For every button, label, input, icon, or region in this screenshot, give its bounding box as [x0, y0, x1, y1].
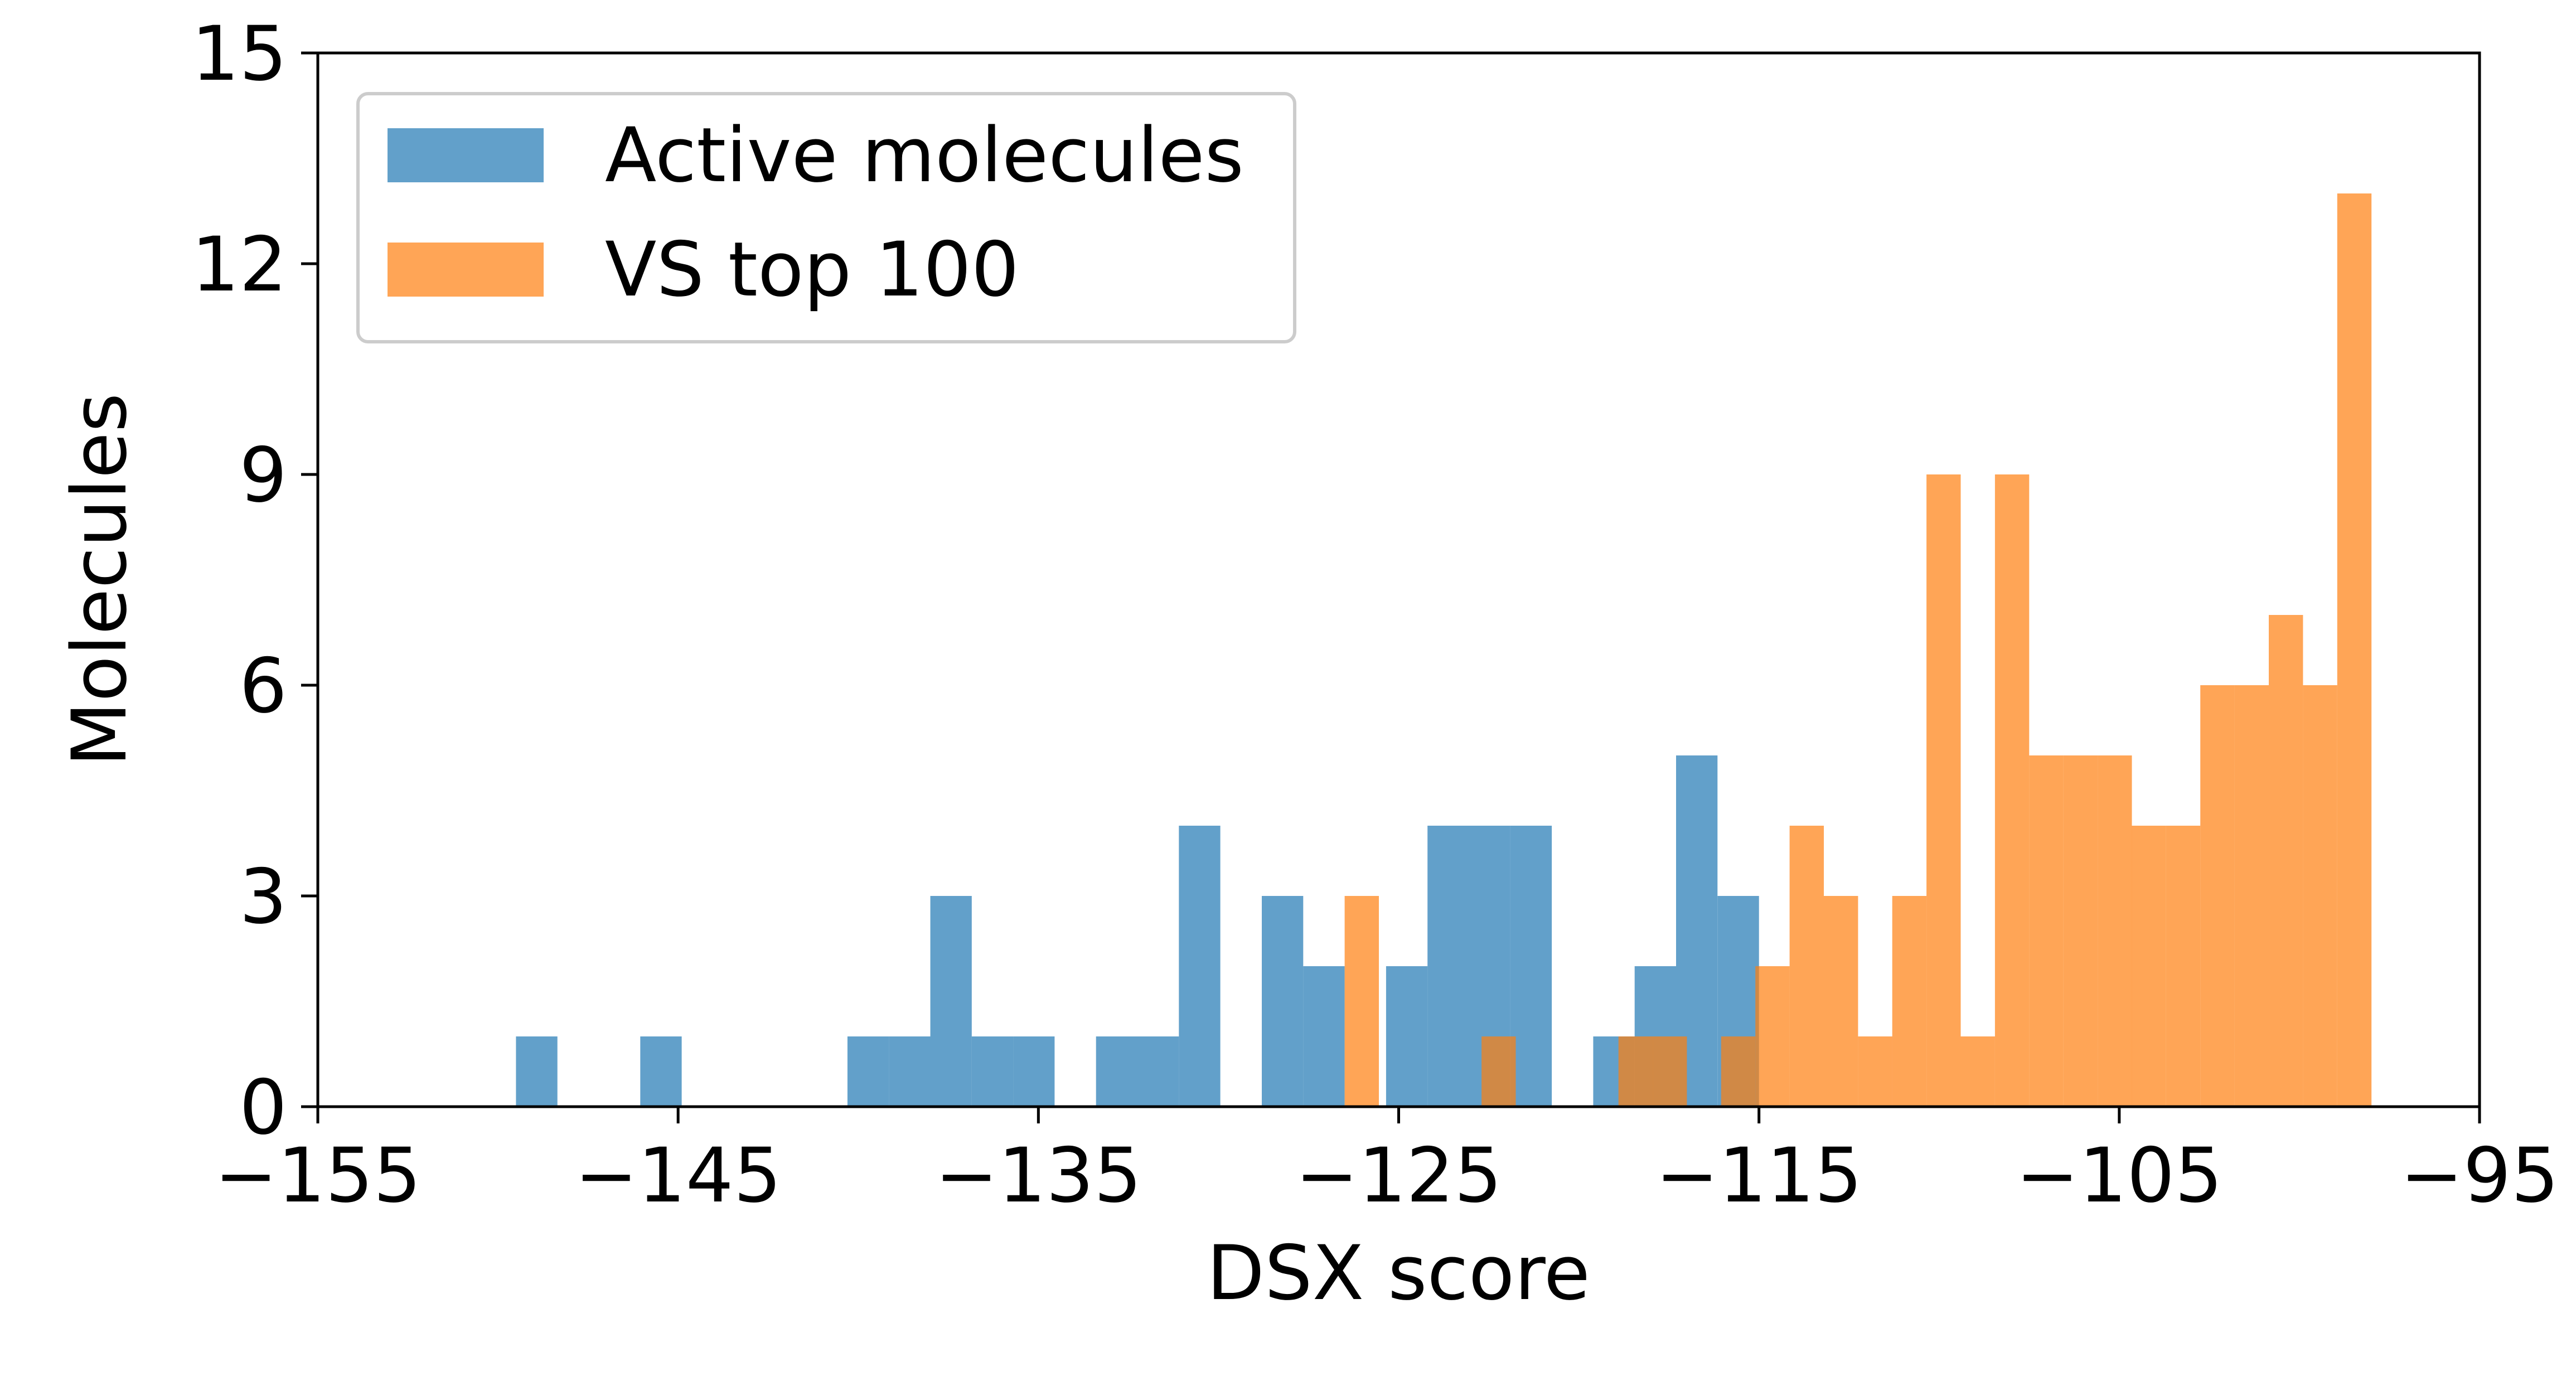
histogram-bar	[1721, 1036, 1756, 1107]
histogram-bar	[2166, 826, 2201, 1107]
histogram-bar	[2234, 685, 2269, 1107]
plot-frame	[316, 51, 2481, 1108]
bars-layer	[516, 193, 2372, 1107]
histogram-bar	[847, 1036, 889, 1107]
histogram-bar	[1789, 826, 1824, 1107]
legend-label-active: Active molecules	[605, 112, 1244, 199]
legend: Active molecules VS top 100	[356, 92, 1296, 343]
histogram-bar	[2337, 193, 2372, 1107]
histogram-bar	[930, 896, 972, 1107]
histogram-bar	[1137, 1036, 1179, 1107]
histogram-bar	[1096, 1036, 1137, 1107]
ticks-layer: −155 −145 −135 −125 −115 −105 −95 0 3 6 9 12 15	[191, 10, 2559, 1219]
histogram-bar	[640, 1036, 682, 1107]
histogram-bar	[1653, 1036, 1687, 1107]
histogram-bar	[1344, 896, 1379, 1107]
y-tick-label: 3	[239, 853, 287, 941]
histogram-bar	[2098, 755, 2132, 1107]
y-tick-label: 12	[191, 221, 287, 308]
histogram-bar	[2303, 685, 2337, 1107]
x-tick-label: −155	[215, 1132, 422, 1219]
y-axis-label: Molecules	[56, 393, 143, 767]
x-tick-label: −95	[2400, 1132, 2559, 1219]
legend-label-vs-top-100: VS top 100	[605, 226, 1019, 313]
histogram-bar	[1013, 1036, 1055, 1107]
histogram-bar	[1960, 1036, 1995, 1107]
histogram-bar	[1262, 896, 1304, 1107]
histogram-bar	[1386, 966, 1428, 1107]
legend-box	[356, 92, 1296, 343]
x-tick-label: −125	[1295, 1132, 1502, 1219]
histogram-bar	[1510, 826, 1552, 1107]
series-vs-top-100	[1344, 193, 2372, 1107]
histogram-bar	[516, 1036, 558, 1107]
y-tick-label: 0	[239, 1064, 287, 1151]
histogram-bar	[889, 1036, 931, 1107]
histogram-bar	[2132, 826, 2166, 1107]
histogram-bar	[2200, 685, 2235, 1107]
histogram-bar	[2269, 615, 2303, 1107]
histogram-bar	[1481, 1036, 1516, 1107]
x-tick-label: −145	[575, 1132, 782, 1219]
histogram-bar	[1755, 966, 1790, 1107]
histogram-bar	[1303, 966, 1345, 1107]
histogram-bar	[2029, 755, 2064, 1107]
histogram-bar	[1858, 1036, 1892, 1107]
x-tick-label: −115	[1655, 1132, 1862, 1219]
histogram-bar	[1427, 826, 1469, 1107]
legend-swatch-vs-top-100	[388, 243, 544, 297]
y-tick-label: 15	[191, 10, 287, 98]
histogram-bar	[2063, 755, 2098, 1107]
x-tick-label: −105	[2016, 1132, 2222, 1219]
histogram-bar	[1994, 474, 2030, 1107]
histogram-bar	[1926, 474, 1961, 1107]
y-tick-label: 9	[239, 432, 287, 519]
y-tick-label: 6	[239, 642, 287, 730]
histogram-bar	[1179, 826, 1221, 1107]
histogram-bar	[1824, 896, 1858, 1107]
x-axis-label: DSX score	[1207, 1229, 1590, 1317]
histogram-bar	[1892, 896, 1927, 1107]
histogram-bar	[1618, 1036, 1653, 1107]
x-tick-label: −135	[935, 1132, 1142, 1219]
histogram-bar	[971, 1036, 1014, 1107]
legend-swatch-active	[388, 128, 544, 182]
